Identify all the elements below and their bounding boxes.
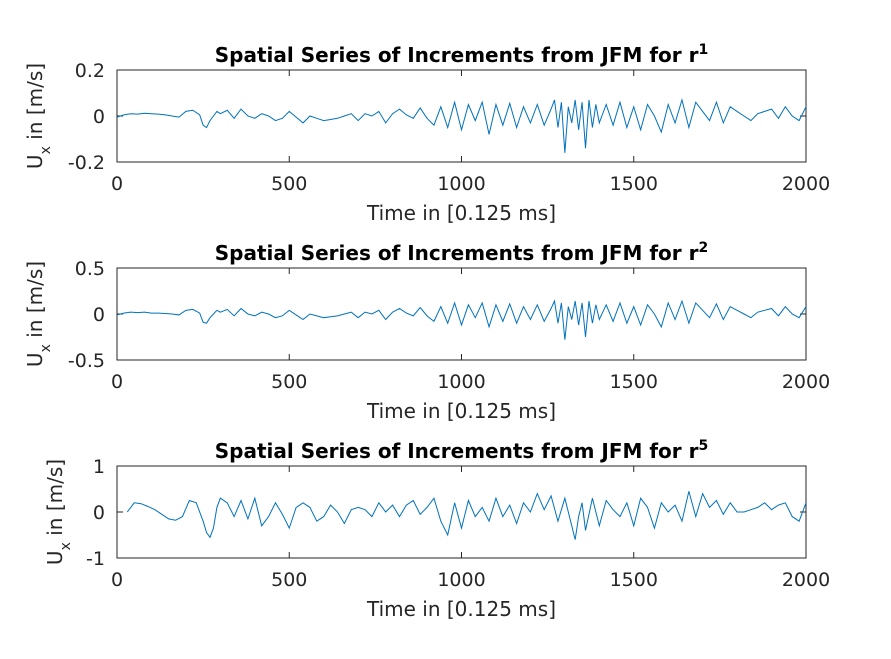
x-tick-label: 0 <box>111 173 123 195</box>
x-tick-label: 1000 <box>437 173 485 195</box>
y-tick-label: 0 <box>93 502 105 524</box>
y-axis-label: Ux in [m/s] <box>23 63 54 169</box>
chart-title-text: Spatial Series of Increments from JFM fo… <box>215 241 699 265</box>
y-axis-label-subscript: x <box>58 542 74 550</box>
x-tick-label: 0 <box>111 371 123 393</box>
y-axis-label-main: U <box>23 352 47 367</box>
x-tick-label: 2000 <box>782 173 830 195</box>
y-tick-label: -0.5 <box>68 350 105 372</box>
chart-title-superscript: 2 <box>698 240 708 256</box>
subplot-2: Spatial Series of Increments from JFM fo… <box>23 240 830 423</box>
y-axis-label-main: U <box>43 550 67 565</box>
x-tick-label: 500 <box>271 173 307 195</box>
series-line-1 <box>126 491 807 540</box>
y-tick-label: 1 <box>93 456 105 478</box>
y-axis-label-main: U <box>23 154 47 169</box>
chart-title-superscript: 5 <box>698 438 708 454</box>
subplot-1: Spatial Series of Increments from JFM fo… <box>23 42 830 225</box>
x-tick-label: 1500 <box>610 173 658 195</box>
chart-title-text: Spatial Series of Increments from JFM fo… <box>215 43 699 67</box>
x-tick-label: 0 <box>111 569 123 591</box>
y-tick-label: -1 <box>86 548 105 570</box>
axes-container: Spatial Series of Increments from JFM fo… <box>23 42 830 621</box>
axes-box <box>116 69 807 163</box>
chart-title-superscript: 1 <box>698 42 708 58</box>
y-axis-label-subscript: x <box>38 344 54 352</box>
subplot-3: Spatial Series of Increments from JFM fo… <box>43 438 830 621</box>
x-axis-label: Time in [0.125 ms] <box>366 597 556 621</box>
chart-title: Spatial Series of Increments from JFM fo… <box>215 240 708 265</box>
y-tick-label: 0 <box>93 106 105 128</box>
axes-box <box>116 267 807 361</box>
x-tick-label: 1500 <box>610 569 658 591</box>
y-axis-label-subscript: x <box>38 146 54 154</box>
x-axis-label: Time in [0.125 ms] <box>366 201 556 225</box>
chart-title: Spatial Series of Increments from JFM fo… <box>215 42 708 67</box>
x-tick-label: 1000 <box>437 569 485 591</box>
y-axis-label: Ux in [m/s] <box>43 459 74 565</box>
x-tick-label: 1500 <box>610 371 658 393</box>
y-axis-label: Ux in [m/s] <box>23 261 54 367</box>
y-tick-label: 0.5 <box>75 258 105 280</box>
x-tick-label: 1000 <box>437 371 485 393</box>
y-tick-label: 0 <box>93 304 105 326</box>
chart-title: Spatial Series of Increments from JFM fo… <box>215 438 708 463</box>
x-tick-label: 2000 <box>782 371 830 393</box>
y-tick-label: -0.2 <box>68 152 105 174</box>
chart-title-text: Spatial Series of Increments from JFM fo… <box>215 439 699 463</box>
axes-box <box>116 465 807 559</box>
y-axis-label-rest: in [m/s] <box>23 63 47 146</box>
y-axis-label-rest: in [m/s] <box>23 261 47 344</box>
x-tick-label: 500 <box>271 569 307 591</box>
x-axis-label: Time in [0.125 ms] <box>366 399 556 423</box>
x-tick-label: 500 <box>271 371 307 393</box>
series-line-1 <box>116 299 807 340</box>
y-axis-label-rest: in [m/s] <box>43 459 67 542</box>
y-tick-label: 0.2 <box>75 60 105 82</box>
x-tick-label: 2000 <box>782 569 830 591</box>
series-line-1 <box>116 98 807 153</box>
